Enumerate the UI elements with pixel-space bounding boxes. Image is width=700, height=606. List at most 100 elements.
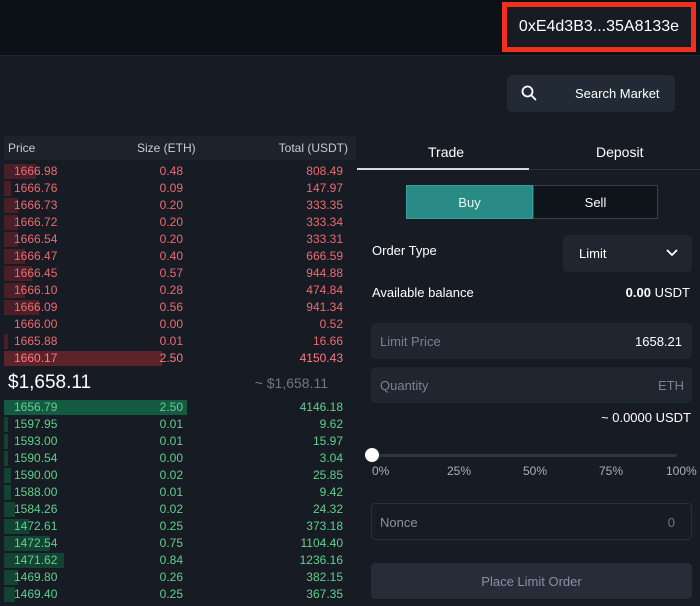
row-total: 373.18 (306, 519, 343, 533)
order-type-select[interactable]: Limit (563, 235, 692, 272)
row-size: 0.09 (159, 181, 183, 195)
quantity-field[interactable]: Quantity ETH (371, 367, 692, 403)
row-price: 1597.95 (14, 417, 58, 431)
ask-row[interactable]: 1666.10 0.28 474.84 (4, 282, 356, 299)
row-price: 1665.88 (14, 334, 58, 348)
row-size: 0.02 (159, 502, 183, 516)
depth-bar (4, 215, 19, 230)
available-balance-unit: USDT (654, 285, 690, 300)
limit-price-field[interactable]: Limit Price 1658.21 (371, 323, 692, 359)
row-price: 1666.47 (14, 249, 58, 263)
row-total: 9.62 (319, 417, 343, 431)
available-balance: 0.00 USDT (626, 285, 690, 300)
tab-trade[interactable]: Trade (428, 144, 465, 160)
depth-bar (4, 536, 50, 551)
search-market-label: Search Market (575, 86, 660, 101)
mid-price: $1,658.11 ~ $1,658.11 (8, 372, 356, 396)
row-total: 1236.16 (299, 553, 343, 567)
row-size: 0.00 (159, 317, 183, 331)
bid-list: 1656.79 2.50 4146.18 1597.95 0.01 9.62 1593.00… (4, 399, 356, 603)
row-size: 0.84 (159, 553, 183, 567)
bid-row[interactable]: 1588.00 0.01 9.42 (4, 484, 356, 501)
sell-button[interactable]: Sell (533, 185, 658, 219)
ask-row[interactable]: 1660.17 2.50 4150.43 (4, 350, 356, 367)
row-total: 4146.18 (299, 400, 343, 414)
row-total: 147.97 (306, 181, 343, 195)
bid-row[interactable]: 1593.00 0.01 15.97 (4, 433, 356, 450)
wallet-address-button[interactable]: 0xE4d3B3...35A8133e (502, 2, 696, 52)
buy-label: Buy (458, 194, 481, 210)
row-total: 382.15 (306, 570, 343, 584)
ask-row[interactable]: 1666.09 0.56 941.34 (4, 299, 356, 316)
amount-slider-track[interactable] (372, 454, 677, 457)
row-total: 3.04 (319, 451, 343, 465)
row-size: 0.01 (159, 434, 183, 448)
buy-button[interactable]: Buy (406, 185, 533, 219)
tab-active-indicator (357, 168, 529, 170)
search-icon (521, 85, 537, 101)
ask-row[interactable]: 1665.88 0.01 16.66 (4, 333, 356, 350)
bid-row[interactable]: 1590.54 0.00 3.04 (4, 450, 356, 467)
bid-row[interactable]: 1597.95 0.01 9.62 (4, 416, 356, 433)
row-size: 0.00 (159, 451, 183, 465)
bid-row[interactable]: 1584.26 0.02 24.32 (4, 501, 356, 518)
row-price: 1590.00 (14, 468, 58, 482)
nonce-label: Nonce (380, 515, 418, 530)
slider-tick-0[interactable]: 0% (372, 464, 390, 478)
ask-row[interactable]: 1666.72 0.20 333.34 (4, 214, 356, 231)
ask-row[interactable]: 1666.73 0.20 333.35 (4, 197, 356, 214)
slider-tick-100[interactable]: 100% (666, 464, 697, 478)
slider-tick-75[interactable]: 75% (599, 464, 624, 478)
ask-row[interactable]: 1666.76 0.09 147.97 (4, 180, 356, 197)
ask-row[interactable]: 1666.54 0.20 333.31 (4, 231, 356, 248)
depth-bar (4, 181, 12, 196)
bid-row[interactable]: 1590.00 0.02 25.85 (4, 467, 356, 484)
tab-deposit[interactable]: Deposit (596, 144, 644, 160)
ask-row[interactable]: 1666.00 0.00 0.52 (4, 316, 356, 333)
slider-tick-50[interactable]: 50% (523, 464, 548, 478)
ask-row[interactable]: 1666.98 0.48 808.49 (4, 163, 356, 180)
available-balance-label: Available balance (372, 285, 474, 300)
place-limit-order-label: Place Limit Order (481, 573, 582, 589)
row-price: 1469.40 (14, 587, 58, 601)
depth-bar (4, 283, 26, 298)
row-size: 0.01 (159, 417, 183, 431)
search-market-button[interactable]: Search Market (507, 75, 675, 112)
depth-bar (4, 553, 64, 568)
row-size: 0.56 (159, 300, 183, 314)
depth-bar (4, 351, 163, 366)
depth-bar (4, 164, 36, 179)
row-price: 1472.54 (14, 536, 58, 550)
ask-row[interactable]: 1666.47 0.40 666.59 (4, 248, 356, 265)
bid-row[interactable]: 1472.61 0.25 373.18 (4, 518, 356, 535)
place-limit-order-button[interactable]: Place Limit Order (371, 563, 692, 599)
amount-slider-handle[interactable] (365, 448, 379, 462)
nonce-field[interactable]: Nonce 0 (371, 503, 692, 540)
quantity-unit: ETH (658, 378, 684, 393)
row-size: 0.26 (159, 570, 183, 584)
row-price: 1656.79 (14, 400, 58, 414)
row-total: 25.85 (312, 468, 343, 482)
bid-row[interactable]: 1656.79 2.50 4146.18 (4, 399, 356, 416)
wallet-address: 0xE4d3B3...35A8133e (518, 18, 680, 35)
row-size: 0.01 (159, 334, 183, 348)
limit-price-value: 1658.21 (635, 334, 682, 349)
row-total: 15.97 (312, 434, 343, 448)
depth-bar (4, 334, 8, 349)
depth-bar (4, 232, 19, 247)
bid-row[interactable]: 1471.62 0.84 1236.16 (4, 552, 356, 569)
bid-row[interactable]: 1469.80 0.26 382.15 (4, 569, 356, 586)
row-price: 1588.00 (14, 485, 58, 499)
depth-bar (4, 502, 15, 517)
row-size: 2.50 (159, 400, 183, 414)
row-size: 0.48 (159, 164, 183, 178)
row-size: 2.50 (159, 351, 183, 365)
ask-row[interactable]: 1666.45 0.57 944.88 (4, 265, 356, 282)
depth-bar (4, 451, 8, 466)
row-price: 1666.09 (14, 300, 58, 314)
slider-tick-25[interactable]: 25% (447, 464, 472, 478)
bid-row[interactable]: 1472.54 0.75 1104.40 (4, 535, 356, 552)
available-balance-value: 0.00 (625, 285, 651, 300)
bid-row[interactable]: 1469.40 0.25 367.35 (4, 586, 356, 603)
orderbook-header: Price Size (ETH) Total (USDT) (4, 136, 356, 160)
